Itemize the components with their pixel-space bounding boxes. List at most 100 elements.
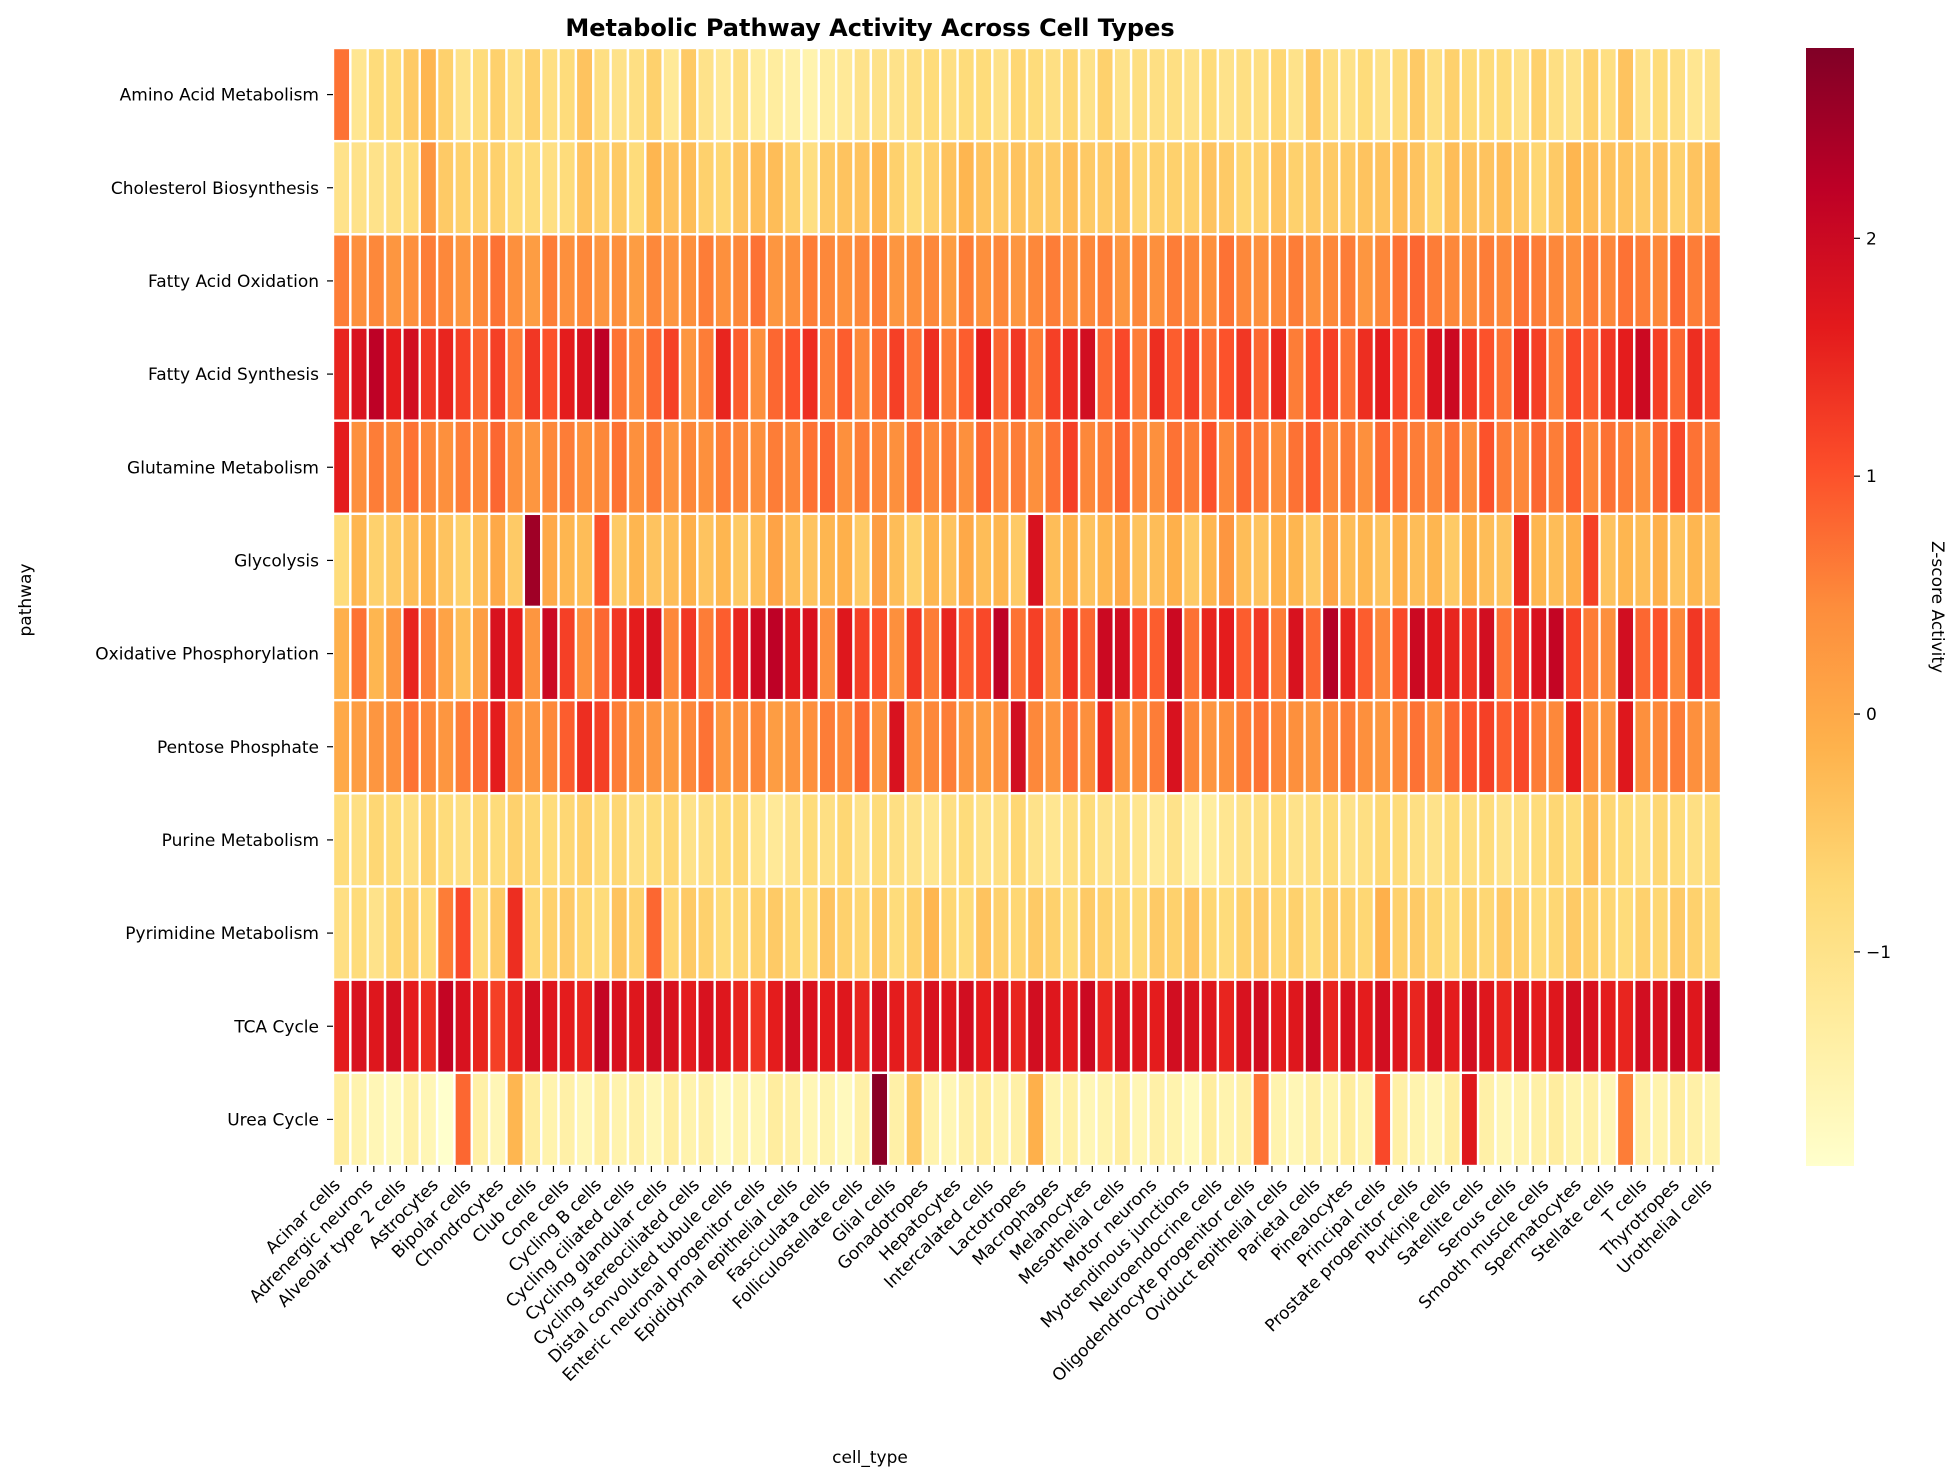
heatmap-cell [730, 1071, 751, 1168]
heatmap-cell [939, 419, 959, 516]
heatmap-cell [331, 792, 352, 888]
heatmap-cell [592, 512, 612, 609]
heatmap-cell [973, 419, 994, 516]
heatmap-cell [1667, 233, 1688, 329]
heatmap-cell [973, 792, 994, 888]
heatmap-cell [383, 792, 404, 888]
heatmap-cell [1129, 139, 1150, 236]
heatmap-cell [505, 698, 526, 795]
heatmap-cell [782, 605, 803, 702]
heatmap-cell [1442, 326, 1462, 422]
heatmap-cell [1633, 1071, 1653, 1168]
heatmap-cell [453, 512, 474, 609]
heatmap-cell [1407, 605, 1428, 702]
heatmap-cell [834, 605, 855, 702]
heatmap-cell [1633, 792, 1653, 888]
heatmap-cell [522, 46, 543, 143]
heatmap-cell [487, 419, 508, 516]
heatmap-cell [1702, 1071, 1723, 1168]
heatmap-cell [1563, 792, 1584, 888]
heatmap-cell [1268, 419, 1289, 516]
heatmap-cell [1338, 792, 1358, 888]
heatmap-cell [1633, 139, 1653, 236]
heatmap-cell [418, 1071, 439, 1168]
heatmap-cell [1494, 512, 1514, 609]
heatmap-cell [1633, 605, 1653, 702]
heatmap-cell [1199, 792, 1220, 888]
heatmap-cell [574, 139, 595, 236]
colorbar-tick-label: −1 [1866, 943, 1891, 963]
y-tick-label: Urea Cycle [227, 1110, 319, 1130]
heatmap-cell [574, 978, 595, 1075]
heatmap-cell [869, 139, 890, 236]
heatmap-cell [574, 233, 595, 329]
heatmap-cell [1077, 605, 1098, 702]
heatmap-cell [1320, 139, 1341, 236]
heatmap-cell [453, 698, 474, 795]
heatmap-cell [1511, 1071, 1532, 1168]
heatmap-cell [869, 326, 890, 422]
heatmap-cell [644, 419, 664, 516]
heatmap-cell [991, 512, 1011, 609]
heatmap-cell [435, 978, 456, 1075]
heatmap-cell [696, 605, 716, 702]
heatmap-cell [1633, 326, 1653, 422]
heatmap-cell [349, 978, 369, 1075]
heatmap-cell [540, 512, 560, 609]
heatmap-cell [1702, 139, 1723, 236]
heatmap-cell [765, 326, 786, 422]
heatmap-cell [1372, 46, 1393, 143]
heatmap-cell [1060, 605, 1081, 702]
heatmap-cell [1008, 605, 1029, 702]
heatmap-cell [644, 512, 664, 609]
heatmap-cell [1372, 512, 1393, 609]
heatmap-cell [1025, 978, 1046, 1075]
heatmap-cell [1286, 978, 1306, 1075]
heatmap-cell [1268, 233, 1289, 329]
heatmap-cell [1251, 885, 1272, 981]
heatmap-cell [418, 46, 439, 143]
heatmap-cell [1060, 419, 1081, 516]
heatmap-cell [1286, 792, 1306, 888]
heatmap-cell [782, 46, 803, 143]
heatmap-cell [1043, 698, 1063, 795]
heatmap-cell [1286, 326, 1306, 422]
heatmap-cell [921, 1071, 942, 1168]
heatmap-cell [383, 698, 404, 795]
y-tick-label: Fatty Acid Synthesis [148, 365, 319, 385]
heatmap-cell [1129, 792, 1150, 888]
heatmap-cell [540, 1071, 560, 1168]
heatmap-cell [1650, 512, 1671, 609]
heatmap-cell [1650, 46, 1671, 143]
heatmap-cell [1355, 512, 1376, 609]
heatmap-cell [713, 139, 734, 236]
heatmap-cell [1303, 512, 1324, 609]
heatmap-cell [1077, 792, 1098, 888]
heatmap-cell [748, 512, 768, 609]
heatmap-cell [1407, 419, 1428, 516]
heatmap-cell [1685, 419, 1705, 516]
heatmap-cell [1685, 885, 1705, 981]
heatmap-cell [956, 1071, 977, 1168]
heatmap-cell [1060, 885, 1081, 981]
heatmap-cell [1233, 326, 1254, 422]
heatmap-cell [1355, 698, 1376, 795]
heatmap-cell [852, 605, 873, 702]
heatmap-cell [1511, 139, 1532, 236]
heatmap-cell [557, 46, 578, 143]
heatmap-cell [1633, 698, 1653, 795]
heatmap-cell [1563, 233, 1584, 329]
heatmap-cell [1633, 885, 1653, 981]
heatmap-cell [366, 605, 387, 702]
heatmap-cell [1667, 698, 1688, 795]
heatmap-cell [1008, 978, 1029, 1075]
heatmap-cell [331, 1071, 352, 1168]
heatmap-cell [383, 419, 404, 516]
heatmap-cell [817, 978, 838, 1075]
heatmap-cell [661, 46, 682, 143]
heatmap-cell [1650, 233, 1671, 329]
heatmap-cell [834, 233, 855, 329]
heatmap-cell [748, 605, 768, 702]
heatmap-cell [1181, 792, 1202, 888]
heatmap-cell [869, 698, 890, 795]
